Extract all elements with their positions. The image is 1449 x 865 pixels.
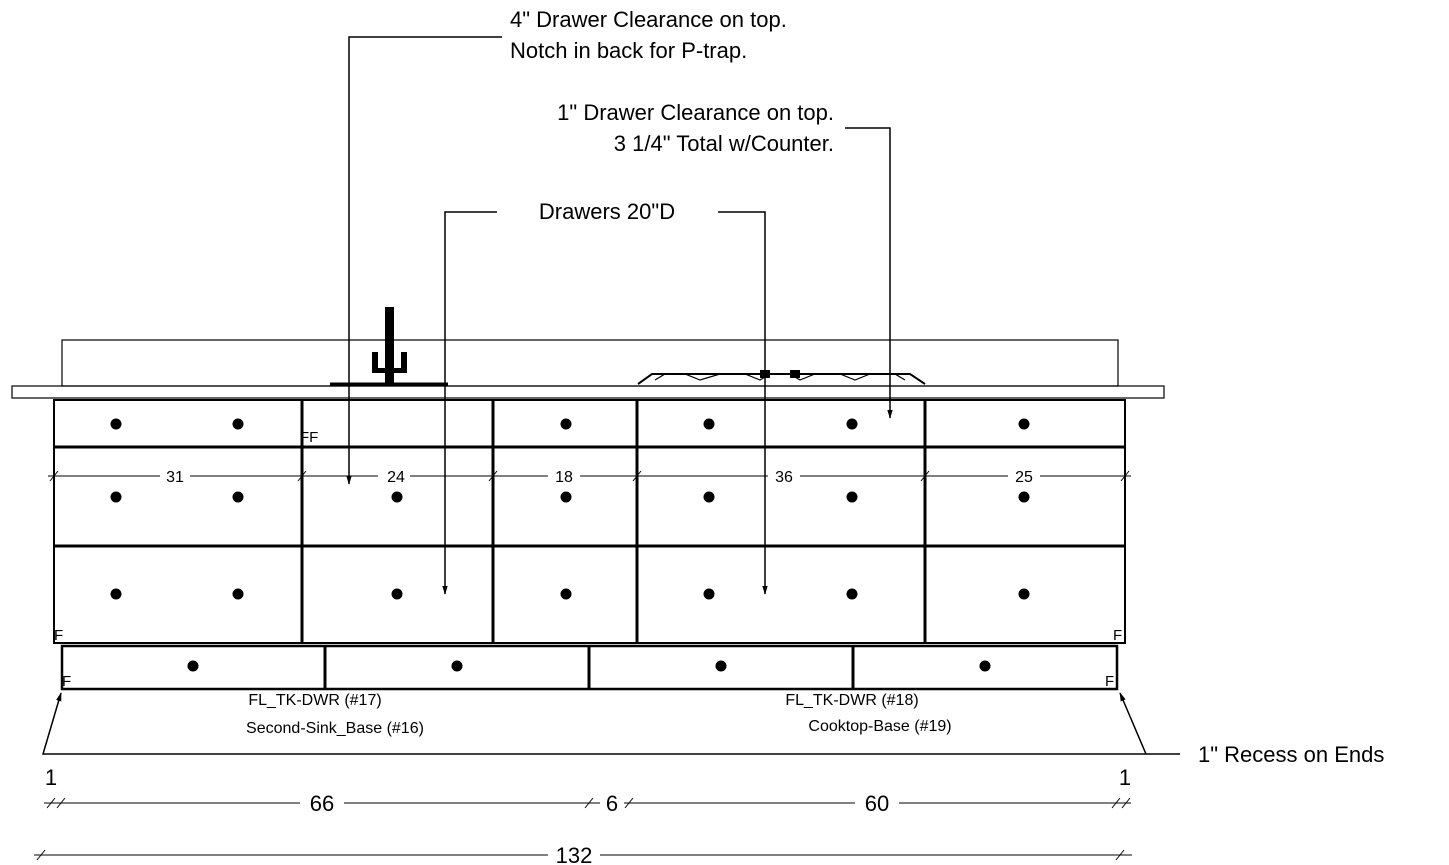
note-1in-clearance-line1: 1" Drawer Clearance on top. <box>557 100 834 125</box>
cabinet-width-dimension <box>48 470 1131 482</box>
cabinet-width-2: 24 <box>387 469 405 486</box>
backsplash <box>61 339 1119 387</box>
f-mark-right: F <box>1113 627 1122 644</box>
cabinet-fronts <box>53 399 1126 644</box>
f-mark-left: F <box>54 627 63 644</box>
f-mark-left-low: F <box>62 673 71 690</box>
ff-mark: FF <box>300 429 318 446</box>
dim-left-base: 66 <box>310 791 334 816</box>
leader-recess-right <box>1119 692 1147 755</box>
note-4in-clearance-line1: 4" Drawer Clearance on top. <box>510 7 787 32</box>
cooktop <box>637 370 926 385</box>
label-right-toekick: FL_TK-DWR (#18) <box>785 692 918 709</box>
note-drawers-depth: Drawers 20"D <box>539 199 675 224</box>
dim-right-base: 60 <box>865 791 889 816</box>
note-4in-clearance-line2: Notch in back for P-trap. <box>510 38 747 63</box>
countertop <box>11 385 1165 399</box>
toekick-drawers <box>60 644 1119 691</box>
cabinet-width-4: 36 <box>775 469 793 486</box>
note-1in-clearance-line2: 3 1/4" Total w/Counter. <box>614 131 834 156</box>
label-right-base: Cooktop-Base (#19) <box>808 718 951 735</box>
dim-total: 132 <box>556 843 593 865</box>
cabinet-width-3: 18 <box>555 469 573 486</box>
leader-drawers-left <box>442 211 497 595</box>
total-dimension-line <box>34 849 1132 861</box>
label-left-toekick: FL_TK-DWR (#17) <box>248 692 381 709</box>
faucet <box>330 307 448 386</box>
leader-recess <box>41 692 1180 755</box>
base-dimension-line <box>44 797 1131 809</box>
f-mark-right-low: F <box>1105 673 1114 690</box>
note-recess: 1" Recess on Ends <box>1198 742 1384 767</box>
leader-1in-clearance <box>845 127 893 419</box>
cabinet-width-5: 25 <box>1015 469 1033 486</box>
dim-right-recess: 1 <box>1119 765 1131 790</box>
dim-left-recess: 1 <box>45 765 57 790</box>
leader-drawers-right <box>718 211 768 595</box>
cabinet-width-1: 31 <box>166 469 184 486</box>
drawer-knobs <box>110 418 1030 672</box>
label-left-base: Second-Sink_Base (#16) <box>246 720 424 737</box>
leader-4in-clearance <box>346 36 502 485</box>
dim-gap: 6 <box>606 791 618 816</box>
